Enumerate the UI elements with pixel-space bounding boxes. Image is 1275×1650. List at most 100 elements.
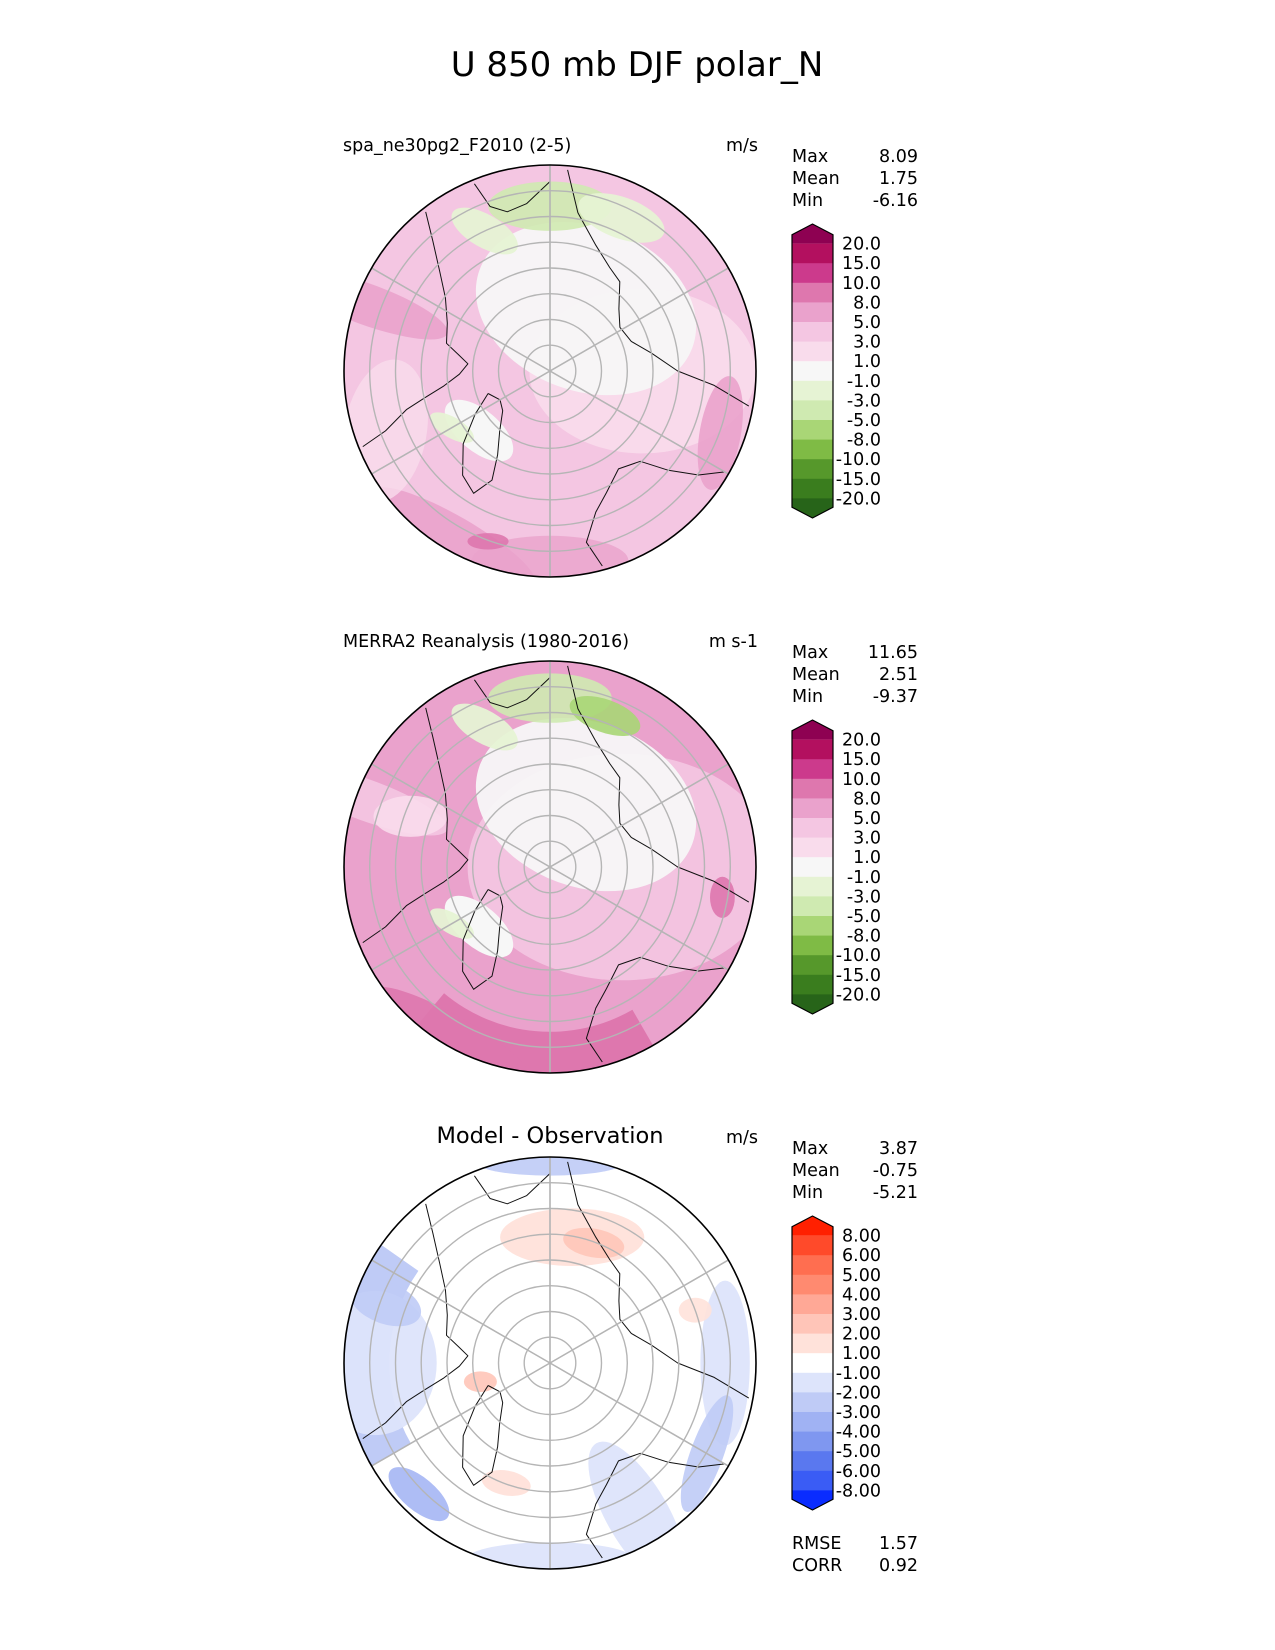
colorbar-swatch [792,282,833,303]
stat-label: Min [792,687,823,707]
colorbar-extend-min [792,498,833,518]
colorbar-extend-min [792,1490,833,1510]
colorbar-tick-label: -10.0 [836,946,881,966]
colorbar-swatch [792,361,833,382]
map-boundary [343,1156,757,1570]
colorbar-swatch [792,1294,833,1315]
contour-region [563,1227,625,1259]
europe-coast [585,1452,725,1559]
rmse-value: 1.57 [879,1534,918,1554]
panel-diff-stats: Max 3.87 Mean -0.75 Min -5.21 [792,1139,918,1203]
contour-region [700,1280,750,1446]
contour-region [697,376,743,490]
colorbar-tick-label: 5.00 [842,1266,881,1286]
panel-obs-stats: Max 11.65 Mean 2.51 Min -9.37 [792,643,918,707]
colorbar-swatch [792,439,833,460]
asia-coast [567,665,750,903]
colorbar-tick-label: 3.0 [853,829,881,849]
greenland-coast [462,1385,504,1486]
colorbar-tick-label: 20.0 [842,731,881,751]
stat-label: Max [792,1139,828,1159]
colorbar-tick-label: -15.0 [836,966,881,986]
map-boundary [343,164,757,578]
contour-region [463,1371,497,1392]
stat-label: Mean [792,1161,840,1181]
colorbar-swatch [792,876,833,897]
colorbar-tick-label: 6.00 [842,1246,881,1266]
europe-coast [585,956,725,1063]
panel-model-title: spa_ne30pg2_F2010 (2-5) [343,136,571,156]
colorbar-tick-label: 15.0 [842,750,881,770]
corr-label: CORR [792,1556,842,1576]
colorbar-swatch [792,263,833,284]
colorbar-extend-max [792,224,833,244]
colorbar-swatch [792,1431,833,1452]
stat-value: 1.75 [879,169,918,189]
colorbar-outline [791,223,834,519]
stat-value: -5.21 [873,1183,918,1203]
panel-model-stats: Max 8.09 Mean 1.75 Min -6.16 [792,147,918,211]
stat-value: 8.09 [879,147,918,167]
graticule [369,661,732,1073]
colorbar-tick-label: 5.0 [853,313,881,333]
panel-model: spa_ne30pg2_F2010 (2-5) m/s Max 8.09 Mea… [343,136,918,578]
colorbar-swatch [792,818,833,838]
rmse-label: RMSE [792,1534,841,1554]
panel-model-units: m/s [726,136,758,156]
panel-diff: Model - Observation m/s Max 3.87 Mean -0… [343,1123,918,1576]
colorbar-swatch [792,778,833,799]
colorbar-swatch [792,896,833,917]
coastlines [362,665,750,1063]
colorbar-swatch [792,380,833,401]
colorbar-tick-label: 15.0 [842,254,881,274]
stat-value: 3.87 [879,1139,918,1159]
stat-label: Max [792,643,828,663]
contour-region [444,399,514,462]
colorbar-tick-label: -8.0 [847,431,881,451]
stat-label: Min [792,1183,823,1203]
stat-value: 2.51 [879,665,918,685]
colorbar-swatch [792,1470,833,1491]
contour-region [467,533,509,550]
colorbar-swatch [792,837,833,858]
colorbar-swatch [792,478,833,499]
figure-title: U 850 mb DJF polar_N [451,45,824,85]
asia-coast [567,1161,750,1399]
bering-coast [473,677,551,709]
colorbar-swatch [792,1333,833,1354]
polar-map-obs [343,660,757,1074]
colorbar-tick-label: -5.00 [836,1442,881,1462]
contour-region [475,222,697,396]
europe-coast [585,460,725,567]
colorbar-tick-label: -5.0 [847,411,881,431]
contour-region [569,695,641,737]
colorbar-tick-label: -3.00 [836,1403,881,1423]
contour-region [373,795,448,837]
contour-field [344,1157,756,1569]
contour-region [371,986,534,1073]
colorbar-tick-label: -4.00 [836,1423,881,1443]
panel-diff-extra-stats: RMSE 1.57 CORR 0.92 [792,1534,918,1576]
meridian-line [371,763,729,971]
colorbar-tick-label: -8.0 [847,927,881,947]
colorbar-extend-max [792,720,833,740]
colorbar-tick-label: 2.00 [842,1325,881,1345]
panel-obs-title: MERRA2 Reanalysis (1980-2016) [343,632,629,652]
colorbar-tick-label: 1.0 [853,848,881,868]
colorbar-outline [791,1215,834,1511]
stat-label: Min [792,191,823,211]
colorbar-tick-label: -20.0 [836,489,881,509]
contour-field [344,165,756,577]
colorbar-swatch [792,974,833,995]
panel-diff-units: m/s [726,1128,758,1148]
stat-value: -9.37 [873,687,918,707]
colorbar-obs: 20.015.010.08.05.03.01.0-1.0-3.0-5.0-8.0… [791,719,881,1015]
colorbar-swatch [792,322,833,342]
colorbar-swatch [792,341,833,362]
contour-region [578,193,665,243]
colorbar-swatch [792,1353,833,1374]
contour-region [475,718,697,892]
north-america-coast [362,211,469,448]
colorbar-swatch [792,1274,833,1295]
